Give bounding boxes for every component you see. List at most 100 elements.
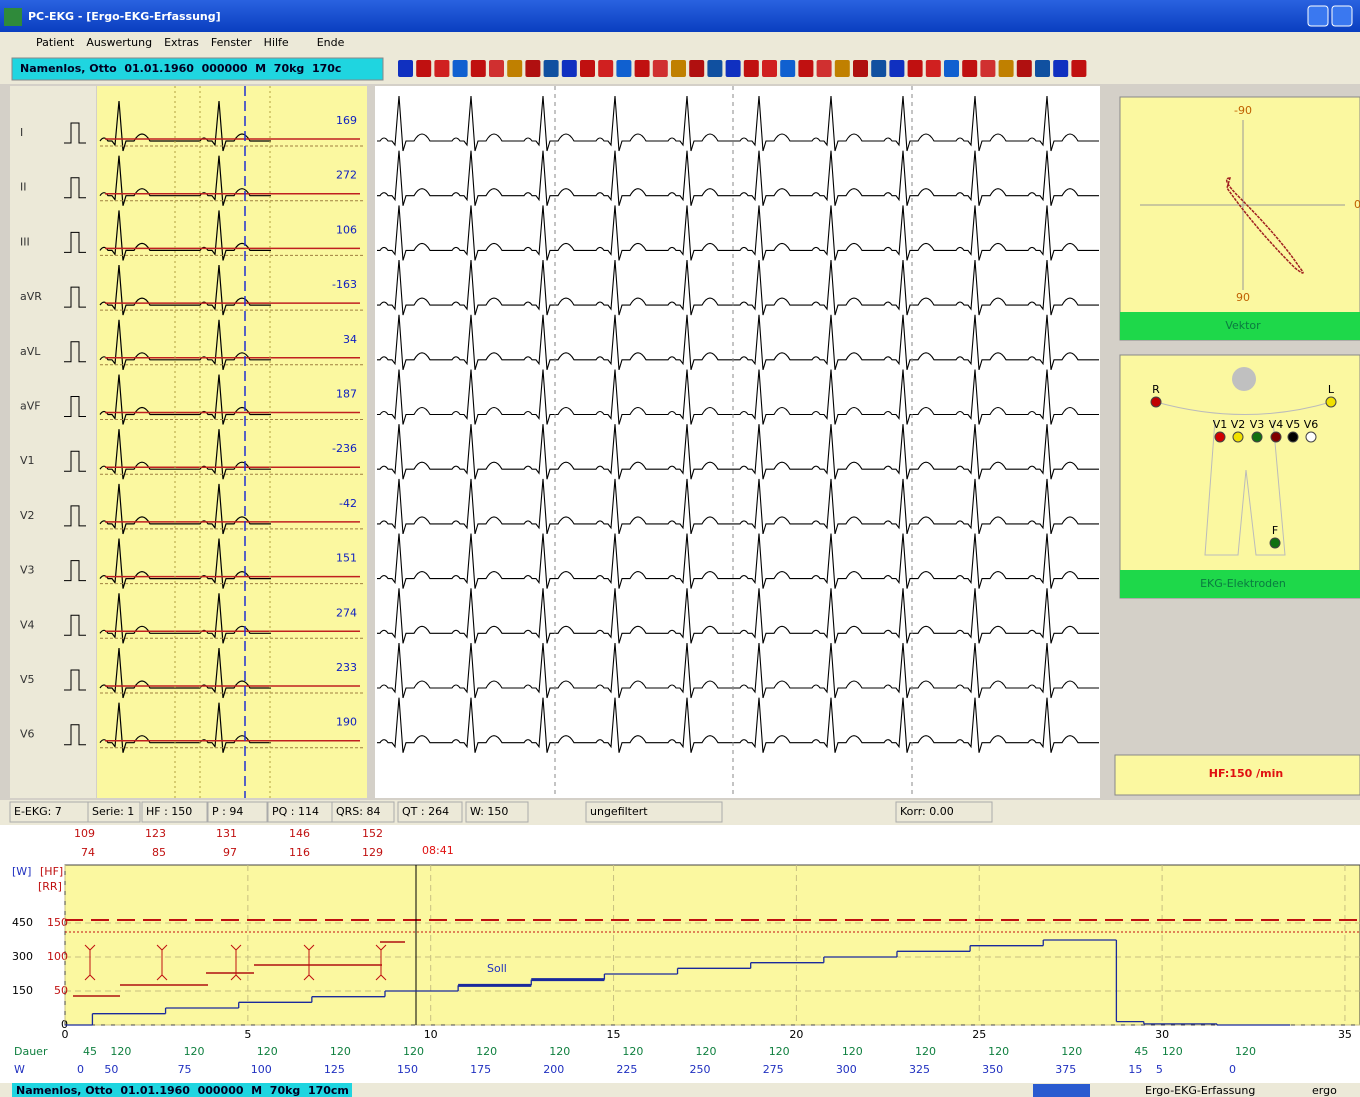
toolbar-button[interactable] xyxy=(1053,60,1069,77)
stage-load: 150 xyxy=(397,1063,418,1076)
menu-item[interactable]: Fenster xyxy=(211,36,252,49)
status-text: ungefiltert xyxy=(590,805,648,818)
toolbar-button[interactable] xyxy=(853,60,868,77)
x-tick-label: 5 xyxy=(244,1028,251,1041)
electrode-panel-label: EKG-Elektroden xyxy=(1200,577,1286,590)
toolbar-button[interactable] xyxy=(725,60,741,77)
minimize-button[interactable] xyxy=(1307,5,1329,27)
toolbar-button[interactable] xyxy=(743,60,759,77)
toolbar-button[interactable] xyxy=(689,60,705,77)
bp-bar xyxy=(156,944,168,981)
status-cell xyxy=(585,801,723,823)
toolbar-button[interactable] xyxy=(798,60,814,77)
lead-name: II xyxy=(20,181,27,194)
stage-load: 225 xyxy=(616,1063,637,1076)
title-bar xyxy=(0,0,1360,32)
menu-item[interactable]: Ende xyxy=(317,36,345,49)
toolbar-button[interactable] xyxy=(962,60,978,77)
toolbar-button[interactable] xyxy=(980,60,996,77)
status-text: Korr: 0.00 xyxy=(900,805,954,818)
status-cell xyxy=(397,801,463,823)
electrode-label: V5 xyxy=(1286,418,1301,431)
toolbar-button[interactable] xyxy=(434,60,450,77)
vector-loop xyxy=(1225,177,1304,274)
head xyxy=(1232,367,1256,391)
target-label: Soll xyxy=(487,962,507,975)
toolbar-button[interactable] xyxy=(707,60,723,77)
toolbar-button[interactable] xyxy=(616,60,632,77)
w-tick-label: 0 xyxy=(61,1018,68,1031)
status-text: HF : 150 xyxy=(146,805,192,818)
bp-systolic: 146 xyxy=(289,827,310,840)
toolbar-button[interactable] xyxy=(452,60,468,77)
toolbar-button[interactable] xyxy=(580,60,595,77)
toolbar-button[interactable] xyxy=(507,60,523,77)
restore-button[interactable] xyxy=(1331,5,1353,27)
toolbar-button[interactable] xyxy=(1071,60,1087,77)
x-tick-label: 0 xyxy=(62,1028,69,1041)
toolbar-button[interactable] xyxy=(998,60,1014,77)
toolbar-button[interactable] xyxy=(634,60,650,77)
toolbar-button[interactable] xyxy=(1016,60,1032,77)
bp-bar xyxy=(303,944,315,981)
toolbar-button[interactable] xyxy=(907,60,923,77)
status-bar xyxy=(0,800,1360,825)
menu-item[interactable]: Hilfe xyxy=(264,36,289,49)
axis-label: [RR] xyxy=(38,880,62,893)
stage-load: 0 xyxy=(1229,1063,1236,1076)
toolbar-button[interactable] xyxy=(470,60,486,77)
stage-duration: 120 xyxy=(549,1045,570,1058)
lead-label-panel xyxy=(10,86,96,798)
electrode xyxy=(1150,396,1162,408)
toolbar-button[interactable] xyxy=(762,60,777,77)
x-tick-label: 20 xyxy=(789,1028,803,1041)
stage-duration: 120 xyxy=(184,1045,205,1058)
x-tick-label: 10 xyxy=(424,1028,438,1041)
toolbar-button[interactable] xyxy=(834,60,850,77)
toolbar-button[interactable] xyxy=(944,60,959,77)
stage-load: 350 xyxy=(982,1063,1003,1076)
toolbar-button[interactable] xyxy=(1035,60,1050,77)
calibration-pulse xyxy=(64,669,86,691)
toolbar-button[interactable] xyxy=(816,60,832,77)
toolbar-button[interactable] xyxy=(489,60,504,77)
x-tick-label: 30 xyxy=(1155,1028,1169,1041)
electrode-label: F xyxy=(1272,524,1278,537)
lead-name: V6 xyxy=(20,728,35,741)
calibration-pulse xyxy=(64,724,86,746)
electrode-label: V3 xyxy=(1250,418,1265,431)
ecg-trace xyxy=(377,205,1099,261)
toolbar-button[interactable] xyxy=(525,60,541,77)
stage-load: 250 xyxy=(690,1063,711,1076)
axis-label: [HF] xyxy=(40,865,63,878)
toolbar-button[interactable] xyxy=(543,60,559,77)
toolbar-button[interactable] xyxy=(671,60,686,77)
toolbar-button[interactable] xyxy=(871,60,887,77)
electrode-label-bar xyxy=(1120,570,1360,598)
toolbar-button[interactable] xyxy=(780,60,796,77)
ecg-trace xyxy=(377,260,1099,316)
toolbar-button[interactable] xyxy=(598,60,614,77)
menu-item[interactable]: Extras xyxy=(164,36,199,49)
lead-name: aVF xyxy=(20,400,41,413)
toolbar-button[interactable] xyxy=(561,60,577,77)
lead-value: 106 xyxy=(336,223,357,236)
toolbar-button[interactable] xyxy=(925,60,941,77)
toolbar-button[interactable] xyxy=(398,60,413,77)
toolbar-button[interactable] xyxy=(889,60,905,77)
electrode xyxy=(1269,537,1281,549)
bp-systolic: 152 xyxy=(362,827,383,840)
ecg-trace xyxy=(377,642,1099,699)
ecg-trace xyxy=(377,95,1099,152)
menu-item[interactable]: Auswertung xyxy=(86,36,152,49)
menu-item[interactable]: Patient xyxy=(36,36,75,49)
toolbar-button[interactable] xyxy=(416,60,432,77)
ecg-trace xyxy=(377,588,1099,644)
toolbar-button[interactable] xyxy=(652,60,668,77)
vector-bottom: 90 xyxy=(1236,291,1250,304)
row-label: Dauer xyxy=(14,1045,48,1058)
average-beat-panel xyxy=(97,86,367,798)
stage-duration: 120 xyxy=(988,1045,1009,1058)
